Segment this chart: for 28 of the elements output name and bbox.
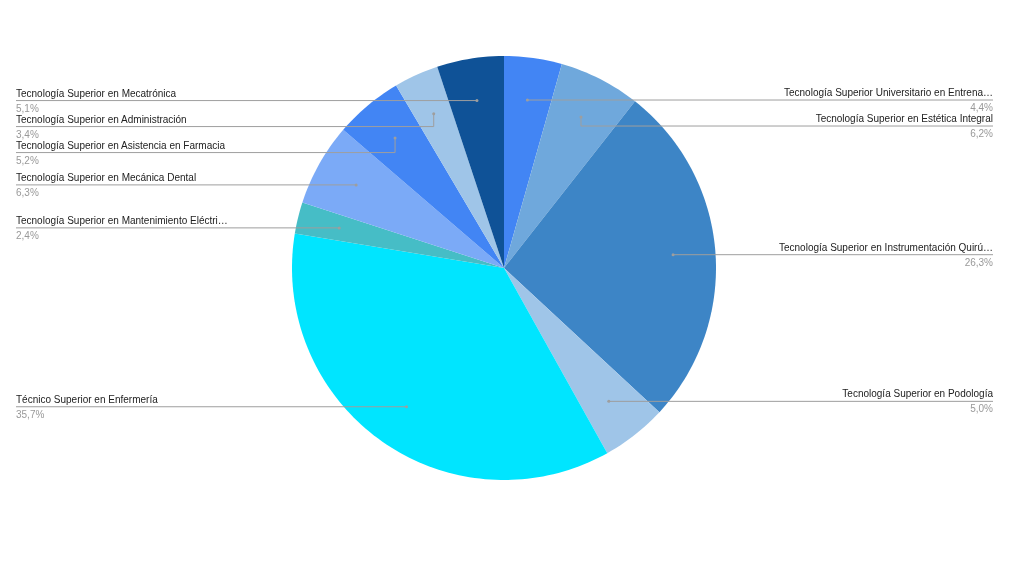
slice-label: Técnico Superior en Enfermería xyxy=(16,393,159,405)
data-label: 3,4% xyxy=(16,128,39,140)
slice-label: Tecnología Superior en Mantenimiento Eléctri… xyxy=(16,214,228,226)
pie-slice xyxy=(294,202,504,268)
pie-slice xyxy=(437,56,504,268)
pie-slice xyxy=(396,66,504,268)
data-label: 35,7% xyxy=(16,408,45,420)
data-label: 6,2% xyxy=(970,128,994,140)
slice-label: Tecnología Superior en Mecatrónica xyxy=(16,87,177,99)
slice-label: Tecnología Superior en Asistencia en Farmacia xyxy=(16,139,226,151)
data-label: 4,4% xyxy=(970,102,994,114)
slice-label: Tecnología Superior en Mecánica Dental xyxy=(16,171,197,183)
data-label: 2,4% xyxy=(16,229,39,241)
slice-label: Tecnología Superior en Instrumentación Quirú… xyxy=(778,241,993,253)
pie-slice xyxy=(504,64,635,268)
slice-label: Tecnología Superior Universitario en Entrena… xyxy=(784,87,993,99)
pie-slice xyxy=(292,233,608,480)
pie-slice xyxy=(504,101,716,413)
data-label: 26,3% xyxy=(964,256,994,268)
data-label: 5,1% xyxy=(16,102,39,114)
data-label: 6,3% xyxy=(16,186,39,198)
pie-slice xyxy=(302,129,504,268)
slice-label: Tecnología Superior en Administración xyxy=(16,113,187,125)
data-label: 5,0% xyxy=(970,403,994,415)
slice-label: Tecnología Superior en Estética Integral xyxy=(815,113,993,125)
slice-label: Tecnología Superior en Podología xyxy=(842,388,994,400)
pie-slice xyxy=(504,268,660,454)
data-label: 5,2% xyxy=(16,154,39,166)
